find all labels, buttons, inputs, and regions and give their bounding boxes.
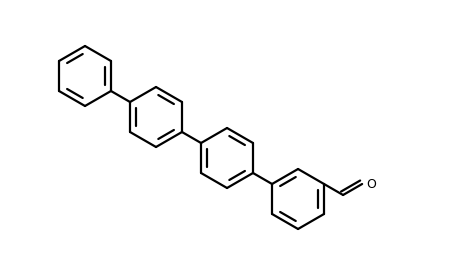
Text: O: O bbox=[366, 177, 376, 191]
